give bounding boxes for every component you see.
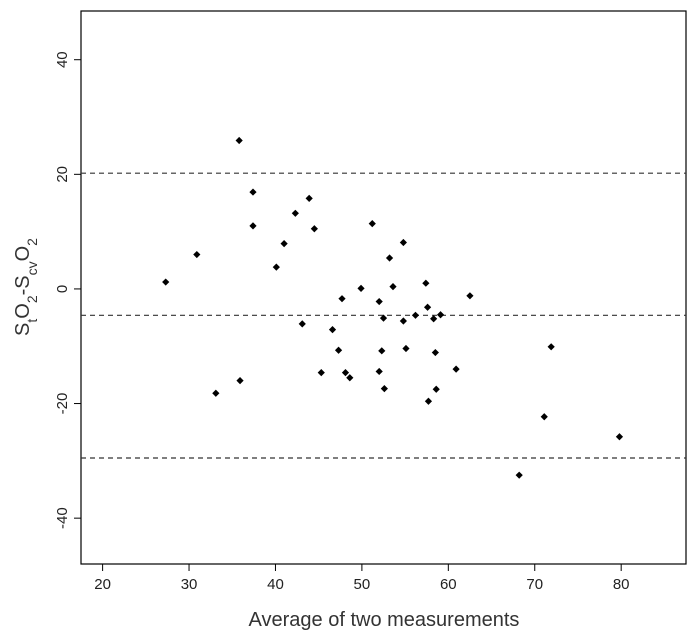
data-point-14 — [328, 326, 337, 334]
data-point-11 — [305, 194, 313, 202]
data-point-32 — [422, 279, 430, 287]
data-point-29 — [399, 317, 407, 325]
y-tick-label--20: -20 — [54, 393, 71, 415]
y-axis-ticks: -40 -20 0 20 40 — [54, 51, 81, 529]
y-axis-label-part-6: O — [12, 246, 34, 262]
data-point-40 — [466, 292, 474, 300]
y-axis-label-part-7: 2 — [24, 238, 40, 246]
data-point-28 — [399, 238, 407, 247]
data-point-35 — [430, 315, 438, 323]
x-tick-label-20: 20 — [94, 576, 111, 593]
data-point-21 — [375, 297, 383, 306]
data-point-30 — [402, 344, 410, 353]
x-axis-ticks: 20 30 40 50 60 70 80 — [94, 564, 630, 593]
y-tick-label-20: 20 — [54, 166, 71, 183]
data-point-23 — [378, 347, 386, 355]
x-tick-label-30: 30 — [181, 576, 198, 593]
x-tick-label-50: 50 — [354, 576, 371, 593]
data-point-13 — [317, 368, 325, 377]
data-point-19 — [357, 284, 365, 292]
data-point-5 — [249, 188, 257, 196]
y-axis-label-part-2: O — [12, 303, 34, 319]
x-axis-label: Average of two measurements — [249, 609, 520, 631]
data-point-39 — [452, 365, 460, 373]
y-axis-label-part-1: t — [24, 319, 40, 323]
data-point-18 — [346, 374, 354, 382]
data-point-37 — [432, 385, 440, 393]
y-axis-label-part-4: -S — [12, 275, 34, 295]
data-point-1 — [193, 250, 201, 259]
data-point-10 — [298, 320, 306, 328]
data-point-24 — [379, 314, 388, 322]
data-point-0 — [162, 278, 170, 286]
data-point-41 — [515, 471, 523, 479]
data-point-4 — [236, 377, 244, 385]
data-point-33 — [423, 303, 432, 311]
data-point-17 — [341, 368, 350, 377]
x-tick-label-40: 40 — [267, 576, 284, 593]
data-point-44 — [615, 433, 624, 441]
data-point-34 — [424, 397, 433, 405]
data-point-38 — [436, 311, 445, 319]
reference-lines — [81, 172, 686, 459]
data-point-25 — [380, 385, 388, 393]
y-axis-label-part-5: cv — [24, 261, 40, 275]
y-tick-label-40: 40 — [54, 51, 71, 68]
data-points — [162, 136, 624, 479]
data-point-31 — [411, 311, 420, 319]
data-point-43 — [547, 343, 555, 351]
y-axis-label-part-0: S — [12, 323, 34, 336]
data-point-22 — [375, 367, 383, 376]
y-tick-label-0: 0 — [54, 285, 71, 293]
data-point-8 — [280, 240, 288, 248]
x-tick-label-70: 70 — [526, 576, 543, 593]
data-point-27 — [389, 283, 397, 291]
data-point-42 — [540, 413, 548, 421]
y-tick-label--40: -40 — [54, 507, 71, 529]
data-point-7 — [272, 263, 280, 271]
data-point-6 — [249, 222, 257, 230]
plot-frame — [80, 10, 687, 565]
data-point-9 — [291, 209, 299, 217]
data-point-26 — [385, 254, 394, 262]
y-axis-label-part-3: 2 — [24, 295, 40, 303]
data-point-3 — [235, 136, 243, 145]
y-axis-label: StO2-ScvO2 — [12, 238, 40, 336]
data-point-2 — [212, 389, 220, 397]
data-point-16 — [338, 295, 346, 303]
data-point-12 — [310, 225, 318, 233]
x-tick-label-80: 80 — [613, 576, 630, 593]
data-point-15 — [334, 346, 343, 354]
data-point-36 — [431, 348, 439, 357]
x-tick-label-60: 60 — [440, 576, 457, 593]
data-point-20 — [368, 220, 376, 228]
